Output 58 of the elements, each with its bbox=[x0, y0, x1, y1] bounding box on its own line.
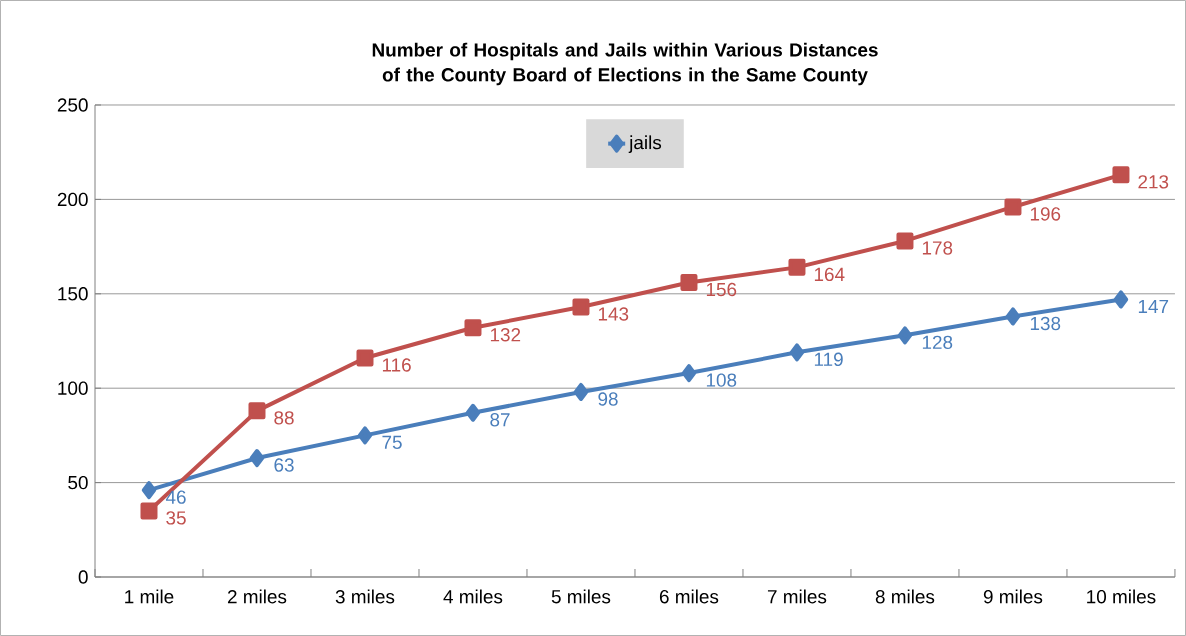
x-tick-label: 5 miles bbox=[551, 589, 611, 604]
point bbox=[681, 364, 697, 383]
data-label: 147 bbox=[1138, 299, 1169, 313]
y-tick-label: 100 bbox=[58, 381, 88, 395]
data-label: 75 bbox=[382, 435, 402, 450]
x-tick-label: 9 miles bbox=[983, 589, 1043, 604]
data-label: 108 bbox=[706, 373, 737, 387]
data-label: 178 bbox=[922, 241, 953, 255]
point bbox=[789, 343, 805, 362]
x-tick-label: 10 miles bbox=[1087, 589, 1156, 604]
x-tick-label: 1 mile bbox=[125, 589, 174, 604]
y-tick-label: 200 bbox=[57, 192, 88, 207]
data-label: 88 bbox=[274, 411, 294, 425]
data-label: 63 bbox=[274, 458, 294, 472]
point bbox=[680, 273, 698, 291]
point bbox=[464, 319, 482, 337]
data-label: 128 bbox=[922, 335, 953, 350]
point bbox=[1005, 307, 1021, 326]
point bbox=[573, 382, 589, 401]
x-tick-label: 4 miles bbox=[443, 589, 503, 604]
data-label: 164 bbox=[814, 267, 845, 282]
y-tick-label: 0 bbox=[78, 570, 88, 584]
x-tick-label: 3 miles bbox=[335, 589, 395, 604]
x-tick-label: 7 miles bbox=[767, 589, 827, 604]
point bbox=[1004, 198, 1022, 216]
point bbox=[1113, 290, 1129, 309]
point bbox=[356, 349, 374, 367]
point bbox=[897, 326, 913, 345]
point bbox=[465, 403, 481, 422]
data-label: 116 bbox=[382, 358, 411, 372]
x-tick-label: 2 miles bbox=[227, 589, 287, 604]
data-label: 87 bbox=[490, 413, 510, 427]
x-tick-label: 8 miles bbox=[875, 589, 935, 604]
point bbox=[248, 402, 266, 420]
point bbox=[141, 481, 157, 500]
data-label: 213 bbox=[1138, 175, 1169, 189]
point bbox=[140, 502, 158, 520]
data-label: 46 bbox=[165, 490, 186, 504]
legend-label: jails bbox=[628, 135, 662, 153]
point bbox=[357, 426, 373, 445]
y-tick-label: 50 bbox=[68, 475, 88, 490]
data-label: 35 bbox=[166, 511, 186, 525]
point bbox=[1112, 166, 1130, 184]
y-tick-label: 150 bbox=[58, 287, 88, 301]
point bbox=[896, 232, 914, 250]
data-label: 132 bbox=[490, 328, 521, 342]
point bbox=[572, 298, 590, 316]
point bbox=[788, 258, 806, 276]
data-label: 143 bbox=[598, 307, 629, 321]
data-label: 98 bbox=[598, 392, 618, 406]
point bbox=[249, 449, 265, 468]
data-label: 156 bbox=[706, 282, 737, 297]
data-label: 196 bbox=[1030, 207, 1061, 221]
data-label: 138 bbox=[1030, 316, 1061, 331]
x-tick-label: 6 miles bbox=[659, 589, 719, 604]
y-tick-label: 250 bbox=[57, 98, 88, 112]
data-label: 119 bbox=[814, 352, 843, 367]
chart-title: Number of Hospitals and Jails within Various Distances of the County Board of Elections in the Same County bbox=[372, 42, 878, 86]
